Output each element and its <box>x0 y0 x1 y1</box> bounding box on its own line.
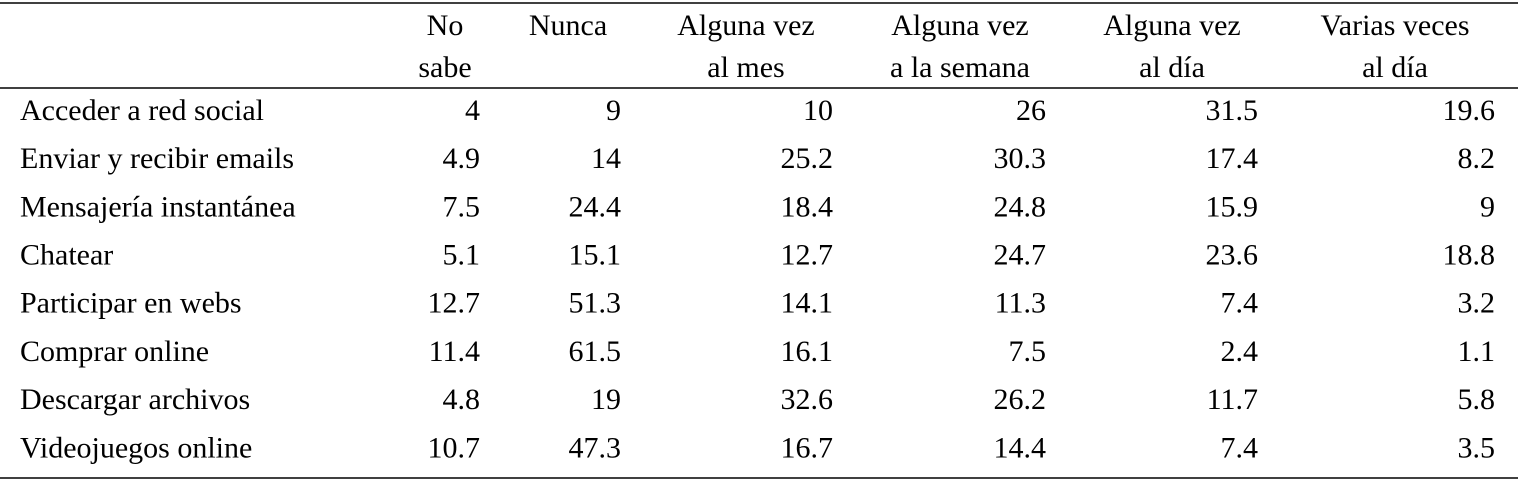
cell: 10.7 <box>428 431 481 464</box>
cell: 19.6 <box>1443 94 1496 127</box>
cell: 12.7 <box>781 238 834 271</box>
cell: 19 <box>591 383 621 416</box>
cell: 26 <box>1016 94 1046 127</box>
cell: 11.3 <box>995 287 1046 320</box>
column-header: Varias veces <box>1320 9 1469 42</box>
cell: 32.6 <box>781 383 834 416</box>
cell: 7.5 <box>443 190 481 223</box>
cell: 14.4 <box>994 431 1047 464</box>
cell: 24.7 <box>994 238 1047 271</box>
cell: 18.8 <box>1443 238 1496 271</box>
cell: 47.3 <box>569 431 622 464</box>
cell: 1.1 <box>1458 335 1496 368</box>
cell: 24.8 <box>994 190 1047 223</box>
cell: 5.8 <box>1458 383 1496 416</box>
cell: 5.1 <box>443 238 481 271</box>
row-label: Chatear <box>20 238 113 271</box>
cell: 9 <box>1480 190 1495 223</box>
cell: 3.2 <box>1458 287 1496 320</box>
cell: 11.4 <box>429 335 480 368</box>
row-label: Comprar online <box>20 335 209 368</box>
cell: 15.9 <box>1206 190 1259 223</box>
column-header: Alguna vez <box>891 9 1028 42</box>
row-label: Mensajería instantánea <box>20 190 296 223</box>
column-header: Alguna vez <box>1103 9 1240 42</box>
cell: 17.4 <box>1206 142 1259 175</box>
cell: 61.5 <box>569 335 622 368</box>
column-header: al mes <box>707 51 784 84</box>
cell: 12.7 <box>428 287 481 320</box>
cell: 2.4 <box>1221 335 1259 368</box>
row-label: Acceder a red social <box>20 94 264 127</box>
cell: 16.1 <box>781 335 834 368</box>
cell: 24.4 <box>569 190 622 223</box>
column-header: Alguna vez <box>677 9 814 42</box>
cell: 25.2 <box>781 142 834 175</box>
row-label: Descargar archivos <box>20 383 250 416</box>
cell: 3.5 <box>1458 431 1496 464</box>
column-header: al día <box>1139 51 1205 84</box>
cell: 15.1 <box>569 238 622 271</box>
cell: 31.5 <box>1206 94 1259 127</box>
cell: 7.5 <box>1009 335 1047 368</box>
cell: 51.3 <box>569 287 622 320</box>
cell: 23.6 <box>1206 238 1259 271</box>
row-label: Participar en webs <box>20 287 242 320</box>
cell: 7.4 <box>1221 287 1259 320</box>
cell: 14.1 <box>781 287 834 320</box>
cell: 10 <box>803 94 833 127</box>
cell: 8.2 <box>1458 142 1496 175</box>
cell: 14 <box>591 142 621 175</box>
cell: 4 <box>465 94 480 127</box>
column-header: al día <box>1362 51 1428 84</box>
cell: 11.7 <box>1207 383 1258 416</box>
cell: 4.9 <box>443 142 481 175</box>
row-label: Enviar y recibir emails <box>20 142 294 175</box>
cell: 4.8 <box>443 383 481 416</box>
row-label: Videojuegos online <box>20 431 252 464</box>
cell: 18.4 <box>781 190 834 223</box>
cell: 16.7 <box>781 431 834 464</box>
column-header: sabe <box>418 51 471 84</box>
column-header: Nunca <box>529 9 607 42</box>
cell: 9 <box>606 94 621 127</box>
column-header: No <box>427 9 464 42</box>
cell: 26.2 <box>994 383 1047 416</box>
cell: 7.4 <box>1221 431 1259 464</box>
cell: 30.3 <box>994 142 1047 175</box>
column-header: a la semana <box>890 51 1030 84</box>
